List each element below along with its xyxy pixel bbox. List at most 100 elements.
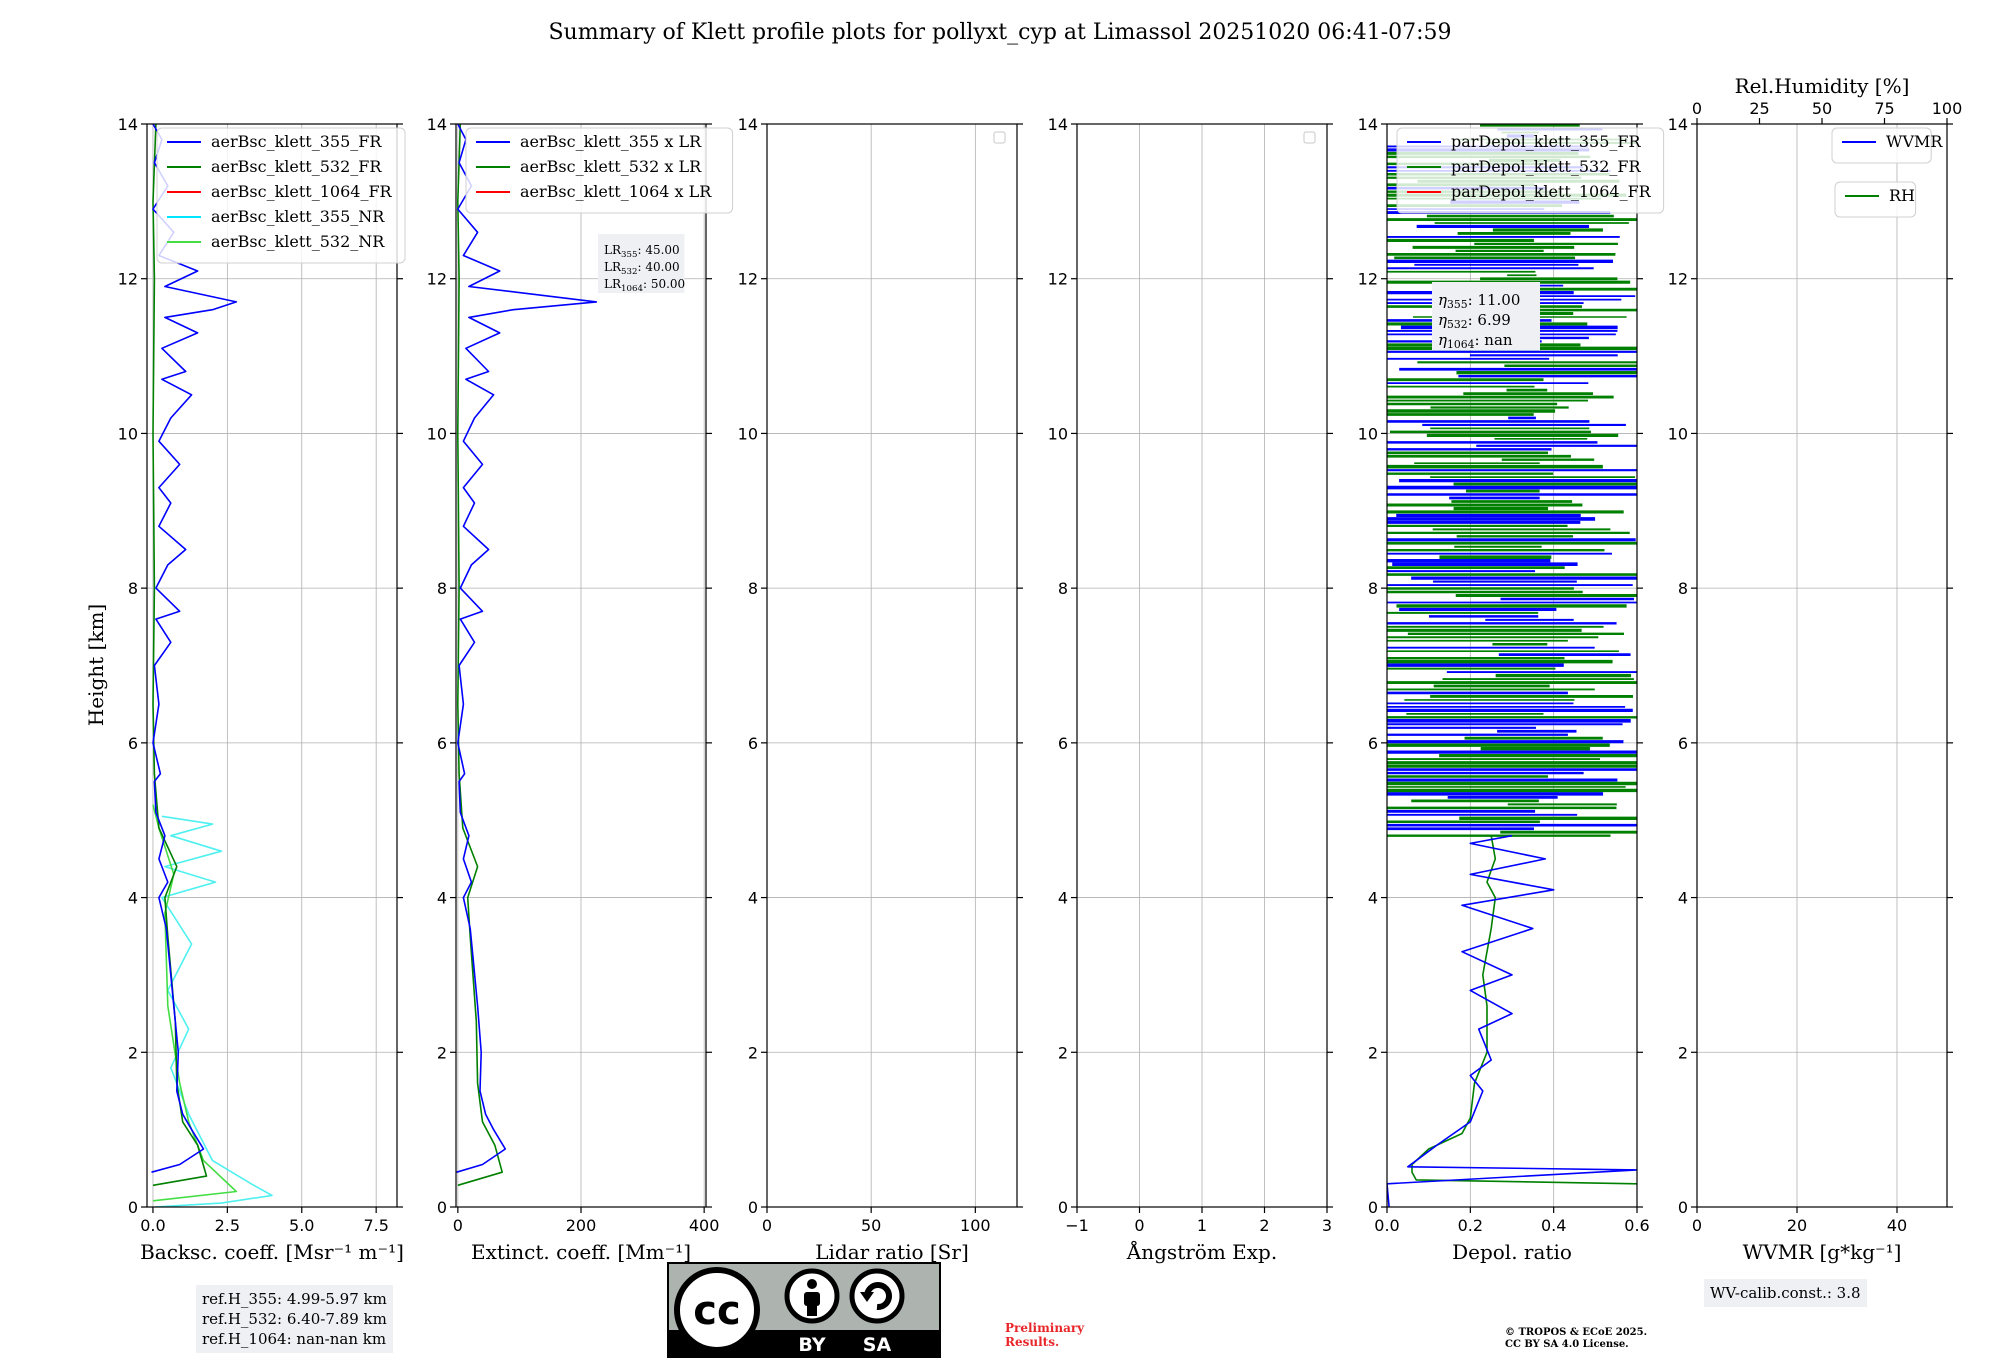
y-tick-label: 10 <box>1668 424 1688 443</box>
y-tick-label: 12 <box>427 270 447 289</box>
figure-title: Summary of Klett profile plots for polly… <box>548 20 1452 45</box>
x-tick-label: 0.0 <box>1374 1216 1399 1235</box>
y-tick-label: 0 <box>1678 1198 1688 1217</box>
x-tick-label: 7.5 <box>363 1216 388 1235</box>
legend-entry: RH <box>1889 186 1915 205</box>
x-tick-label: 50 <box>861 1216 881 1235</box>
y-tick-label: 2 <box>1678 1043 1688 1062</box>
y-tick-label: 8 <box>437 579 447 598</box>
y-tick-label: 6 <box>1058 734 1068 753</box>
x-tick-label: 3 <box>1322 1216 1332 1235</box>
annotation-line: LR355: 45.00 <box>604 243 680 260</box>
y-tick-label: 2 <box>748 1043 758 1062</box>
cc-logo-text: cc <box>693 1288 740 1334</box>
annotation-frame <box>1432 282 1540 350</box>
y-tick-label: 6 <box>128 734 138 753</box>
copyright-line-2: CC BY SA 4.0 License. <box>1505 1339 1629 1350</box>
series-line-aerBsc_klett_532_NR <box>152 804 238 1202</box>
ref-height-1064: ref.H_1064: nan-nan km <box>202 1330 387 1348</box>
y-tick-label: 10 <box>1358 424 1378 443</box>
legend-entry: WVMR <box>1886 132 1943 151</box>
y-tick-label: 4 <box>1678 889 1688 908</box>
panel-extinction: 0 2 4 6 8 10 12 14 0 200 400 Extinct. coeff. [Mm⁻¹]… <box>427 115 734 1264</box>
annotation-frame <box>598 234 685 293</box>
y-axis-label: Height [km] <box>84 604 108 726</box>
axes-frame <box>1696 123 1948 1208</box>
x-axis-label-backscatter: Backsc. coeff. [Msr⁻¹ m⁻¹] <box>140 1240 404 1264</box>
legend-wvmr: WVMR <box>1831 127 1943 164</box>
legend-frame <box>465 127 734 214</box>
y-tick-label: 0 <box>437 1198 447 1217</box>
x-tick-label: 2 <box>1259 1216 1269 1235</box>
copyright-note: © TROPOS & ECoE 2025. CC BY SA 4.0 Licen… <box>1505 1327 1647 1351</box>
reference-heights-box: ref.H_355: 4.99-5.97 km ref.H_532: 6.40-… <box>196 1285 393 1353</box>
cc-logo-icon <box>674 1267 760 1353</box>
y-tick-label: 10 <box>738 424 758 443</box>
y-tick-label: 10 <box>118 424 138 443</box>
x-tick-label: 0 <box>1134 1216 1144 1235</box>
x-tick-label: 2.5 <box>215 1216 240 1235</box>
y-tick-label: 2 <box>1058 1043 1068 1062</box>
top-x-tick-label: 50 <box>1812 99 1832 118</box>
y-tick-label: 8 <box>1678 579 1688 598</box>
x-tick-label: 400 <box>689 1216 720 1235</box>
y-tick-label: 2 <box>128 1043 138 1062</box>
y-tick-label: 6 <box>1368 734 1378 753</box>
empty-legend <box>1303 131 1316 144</box>
legend-frame <box>156 127 406 264</box>
series-line-aerBsc_klett_355_NR <box>154 815 273 1207</box>
x-axis-label-angstrom: Ångström Exp. <box>1126 1239 1277 1264</box>
legend-entry: aerBsc_klett_1064 x LR <box>520 182 712 201</box>
y-tick-label: 4 <box>748 889 758 908</box>
series-line-aerBsc_klett_355_FR <box>151 124 238 1173</box>
preliminary-line-1: Preliminary <box>1005 1321 1085 1335</box>
legend-entry: aerBsc_klett_532_FR <box>211 157 382 176</box>
copyright-line-1: © TROPOS & ECoE 2025. <box>1505 1327 1648 1338</box>
series-line-aerBsc_klett_532 x LR <box>457 124 503 1187</box>
panel-depol: 0 2 4 6 8 10 12 14 0.0 0.2 0.4 0.6 Depol. ratio parDe… <box>1358 115 1665 1264</box>
x-tick-label: 100 <box>960 1216 991 1235</box>
y-tick-label: 14 <box>118 115 138 134</box>
preliminary-results-note: Preliminary Results. <box>1005 1321 1084 1349</box>
plot-area-extinction <box>456 124 598 1187</box>
series-line-parDepol_klett_355_FR <box>1387 834 1637 1207</box>
y-tick-label: 0 <box>1368 1198 1378 1217</box>
y-tick-label: 6 <box>1678 734 1688 753</box>
legend-depol: parDepol_klett_355_FR parDepol_klett_532_… <box>1396 127 1665 214</box>
y-tick-label: 12 <box>1358 270 1378 289</box>
y-tick-label: 14 <box>1358 115 1378 134</box>
axes-frame <box>766 123 1018 1208</box>
ref-height-532: ref.H_532: 6.40-7.89 km <box>202 1310 387 1328</box>
y-tick-label: 0 <box>1058 1198 1068 1217</box>
x-axis-label-extinction: Extinct. coeff. [Mm⁻¹] <box>471 1240 691 1264</box>
cc-license-badge: cc BY SA <box>667 1262 941 1362</box>
y-tick-label: 12 <box>1668 270 1688 289</box>
legend-rh: RH <box>1834 181 1917 218</box>
annotation-line: η355: 11.00 <box>1438 291 1520 311</box>
y-tick-label: 2 <box>437 1043 447 1062</box>
legend-entry: aerBsc_klett_355_FR <box>211 132 382 151</box>
y-tick-label: 8 <box>128 579 138 598</box>
legend-frame <box>1396 127 1665 214</box>
y-tick-label: 8 <box>1368 579 1378 598</box>
x-tick-label: 200 <box>566 1216 597 1235</box>
x-tick-label: 5.0 <box>289 1216 314 1235</box>
top-x-tick-label: 100 <box>1932 99 1963 118</box>
x-tick-label: 0.0 <box>140 1216 165 1235</box>
annotation-line: η1064: nan <box>1438 331 1513 351</box>
x-tick-label: 20 <box>1787 1216 1807 1235</box>
panel-backscatter: 0 2 4 6 8 10 12 14 0.0 2.5 5.0 7.5 Backsc. coeff. [M… <box>118 115 406 1264</box>
y-tick-label: 14 <box>738 115 758 134</box>
legend-entry: aerBsc_klett_355 x LR <box>520 132 702 151</box>
legend-frame <box>1834 181 1917 218</box>
legend-entry: aerBsc_klett_1064_FR <box>211 182 393 201</box>
axes-frame <box>146 123 398 1208</box>
wv-calibration-text: WV-calib.const.: 3.8 <box>1710 1284 1861 1302</box>
x-axis-label-wvmr: WVMR [g*kg⁻¹] <box>1743 1240 1902 1264</box>
y-tick-label: 14 <box>427 115 447 134</box>
y-tick-label: 14 <box>1048 115 1068 134</box>
y-tick-label: 6 <box>748 734 758 753</box>
